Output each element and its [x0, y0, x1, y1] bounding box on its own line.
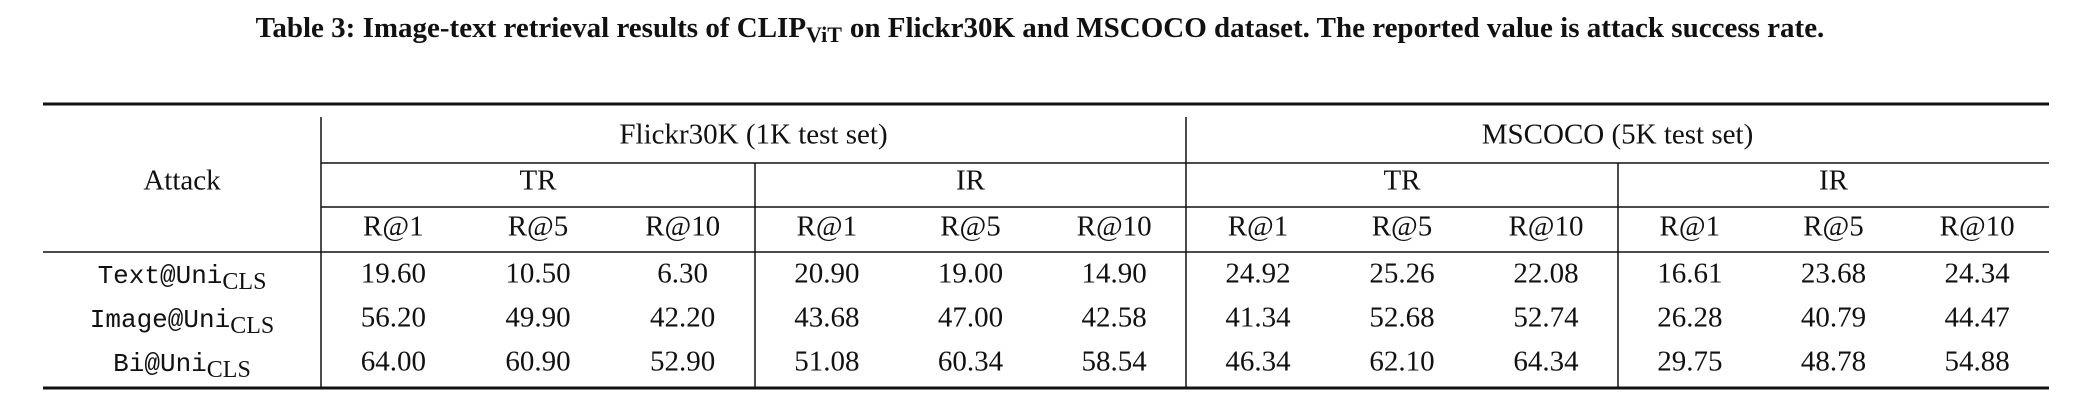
row-label: Image@UniCLS — [90, 305, 274, 339]
metric-header: R@5 — [508, 211, 569, 243]
cell: 44.47 — [1945, 302, 2010, 334]
row-label: Bi@UniCLS — [113, 349, 251, 383]
row-subscript: CLS — [222, 269, 266, 295]
cell: 43.68 — [794, 302, 859, 334]
cell: 47.00 — [938, 302, 1003, 334]
cell: 56.20 — [361, 302, 426, 334]
metric-header: R@10 — [1077, 211, 1152, 243]
task-header: IR — [956, 165, 986, 197]
cell: 60.34 — [938, 346, 1004, 378]
cell: 19.60 — [361, 258, 426, 290]
metric-header: R@1 — [797, 211, 858, 243]
cell: 14.90 — [1082, 258, 1147, 290]
dataset-header: MSCOCO (5K test set) — [1482, 119, 1753, 151]
cell: 51.08 — [794, 346, 859, 378]
task-header: TR — [1383, 165, 1421, 197]
cell: 6.30 — [657, 258, 708, 290]
cell: 16.61 — [1657, 258, 1722, 290]
caption-rest: on Flickr30K and MSCOCO dataset. The rep… — [850, 12, 1824, 44]
cell: 29.75 — [1657, 346, 1722, 378]
metric-header: R@5 — [1372, 211, 1433, 243]
cell: 24.92 — [1225, 258, 1290, 290]
cell: 60.90 — [505, 346, 570, 378]
row-label: Text@UniCLS — [98, 261, 267, 295]
metric-header: R@10 — [1940, 211, 2015, 243]
cell: 23.68 — [1801, 258, 1866, 290]
caption: Table 3: Image-text retrieval results of… — [256, 12, 1825, 47]
row-name: Image@Uni — [90, 305, 230, 335]
corner-header: Attack — [143, 165, 221, 197]
dataset-header: Flickr30K (1K test set) — [619, 119, 887, 151]
cell: 52.74 — [1513, 302, 1579, 334]
cell: 49.90 — [505, 302, 570, 334]
cell: 64.00 — [361, 346, 426, 378]
cell: 26.28 — [1657, 302, 1722, 334]
metric-header: R@10 — [645, 211, 720, 243]
cell: 41.34 — [1225, 302, 1291, 334]
task-header: TR — [519, 165, 557, 197]
metric-header: R@10 — [1508, 211, 1583, 243]
cell: 64.34 — [1513, 346, 1579, 378]
row-name: Bi@Uni — [113, 349, 207, 379]
cell: 24.34 — [1945, 258, 2011, 290]
caption-subscript: ViT — [806, 22, 842, 47]
row-name: Text@Uni — [98, 261, 223, 291]
task-header: IR — [1819, 165, 1849, 197]
cell: 48.78 — [1801, 346, 1866, 378]
metric-header: R@5 — [940, 211, 1001, 243]
cell: 10.50 — [505, 258, 570, 290]
metric-header: R@1 — [1228, 211, 1289, 243]
caption-main: Table 3: Image-text retrieval results of… — [256, 12, 806, 44]
metric-header: R@1 — [363, 211, 424, 243]
metric-header: R@5 — [1803, 211, 1864, 243]
cell: 25.26 — [1369, 258, 1434, 290]
cell: 62.10 — [1369, 346, 1434, 378]
cell: 42.58 — [1082, 302, 1147, 334]
cell: 20.90 — [794, 258, 859, 290]
cell: 54.88 — [1945, 346, 2010, 378]
cell: 52.90 — [650, 346, 715, 378]
cell: 22.08 — [1513, 258, 1578, 290]
cell: 58.54 — [1082, 346, 1148, 378]
cell: 40.79 — [1801, 302, 1866, 334]
metric-header: R@1 — [1660, 211, 1721, 243]
cell: 52.68 — [1369, 302, 1434, 334]
row-subscript: CLS — [230, 313, 274, 339]
row-subscript: CLS — [207, 357, 251, 383]
cell: 42.20 — [650, 302, 715, 334]
cell: 46.34 — [1225, 346, 1291, 378]
cell: 19.00 — [938, 258, 1003, 290]
